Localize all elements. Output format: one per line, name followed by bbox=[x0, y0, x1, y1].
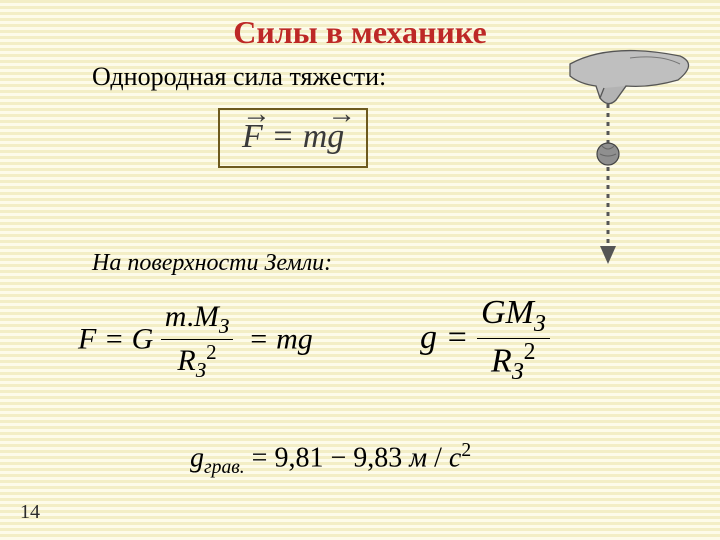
num-M: M bbox=[194, 300, 219, 333]
den-sub-z: З bbox=[196, 358, 206, 382]
den-sup-2: 2 bbox=[206, 340, 217, 364]
formula-g-expression: g = GMЗ RЗ2 bbox=[420, 294, 550, 386]
var-m2: m bbox=[276, 322, 298, 355]
fraction-GM-over-R2: GMЗ RЗ2 bbox=[477, 294, 550, 386]
sub-grav: грав. bbox=[204, 457, 245, 478]
den-R: R bbox=[177, 344, 195, 377]
var-g2: g bbox=[298, 322, 313, 355]
equals-g: = bbox=[437, 319, 477, 356]
slash: / bbox=[427, 442, 449, 473]
unit-sup: 2 bbox=[461, 440, 471, 461]
formula-f-equals-mg: F = mg bbox=[242, 118, 344, 155]
vector-F: F bbox=[242, 118, 263, 156]
formula-surface: F = G m.MЗ RЗ2 = mg bbox=[78, 300, 313, 383]
unit-c: с bbox=[449, 442, 461, 473]
falling-ball-icon bbox=[597, 143, 619, 165]
arrow-down-icon bbox=[600, 246, 616, 264]
formula-g-grav-range: gграв. = 9,81 − 9,83 м / с2 bbox=[190, 440, 471, 479]
gnum-sub: З bbox=[534, 311, 546, 337]
gden-sub: З bbox=[512, 359, 524, 385]
hand-icon bbox=[570, 51, 689, 104]
subtitle-gravity: Однородная сила тяжести: bbox=[92, 62, 386, 92]
var-g: g bbox=[420, 319, 437, 356]
var-F: F bbox=[78, 322, 96, 355]
num-dot: . bbox=[186, 300, 194, 333]
unit-m: м bbox=[409, 442, 427, 473]
gnum-M: M bbox=[506, 294, 534, 331]
gden-R: R bbox=[491, 342, 512, 379]
subtitle-earth-surface: На поверхности Земли: bbox=[92, 250, 332, 277]
num-sub-z: З bbox=[219, 314, 229, 338]
equals-grav: = bbox=[245, 442, 275, 473]
equals-2: = bbox=[241, 322, 276, 355]
boxed-formula: F = mg bbox=[218, 108, 368, 168]
num-m: m bbox=[165, 300, 187, 333]
slide-number: 14 bbox=[20, 501, 40, 524]
equals-1: = bbox=[96, 322, 131, 355]
illustration-hand-drop bbox=[530, 46, 700, 266]
range-value: 9,81 − 9,83 bbox=[274, 442, 409, 473]
var-m: m bbox=[303, 118, 328, 155]
gnum-G: G bbox=[481, 294, 506, 331]
fraction-mM-over-R2: m.MЗ RЗ2 bbox=[161, 300, 234, 383]
var-g-grav: g bbox=[190, 442, 204, 473]
gden-sup: 2 bbox=[524, 339, 536, 365]
var-G: G bbox=[132, 322, 154, 355]
vector-g: g bbox=[327, 118, 344, 156]
slide-content: Силы в механике Однородная сила тяжести:… bbox=[0, 0, 720, 540]
